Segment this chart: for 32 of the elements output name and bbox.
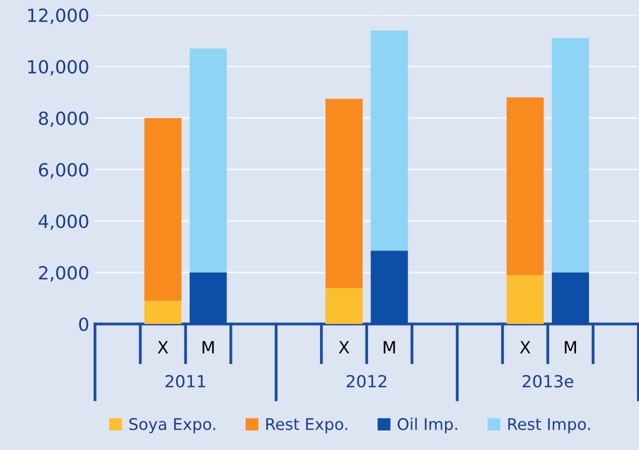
bar <box>190 272 227 324</box>
text: 2013e <box>522 374 574 388</box>
bar <box>144 300 182 324</box>
x-tick-label: M <box>384 341 395 354</box>
y-tick-label: 4,000 <box>38 214 88 230</box>
x-tick-label: X <box>158 341 168 354</box>
bar <box>506 97 544 276</box>
x-tick-label: X <box>338 341 350 354</box>
y-tick-label: 8,000 <box>38 111 88 127</box>
bar <box>552 272 590 324</box>
bar <box>552 38 590 272</box>
y-tick-label: 2,000 <box>39 266 88 282</box>
bar <box>325 288 363 324</box>
y-tick-label: 0 <box>79 317 88 332</box>
bar <box>325 98 363 288</box>
bar <box>144 118 182 301</box>
legend-label: Rest Expo. <box>266 418 348 434</box>
x-tick-label: X <box>520 341 530 354</box>
legend-label: Rest Impo. <box>508 418 590 434</box>
bar <box>506 275 544 324</box>
text: 2011 <box>166 374 206 388</box>
y-tick-label: 6,000 <box>39 162 88 178</box>
x-tick-label: M <box>564 341 576 354</box>
legend-label: Oil Imp. <box>398 418 458 434</box>
bar <box>370 30 408 251</box>
y-tick-label: 12,000 <box>28 8 88 24</box>
legend-label: Soya Expo. <box>129 418 216 434</box>
y-tick-label: 10,000 <box>28 60 88 76</box>
bar <box>190 48 227 272</box>
x-tick-label: M <box>202 341 214 354</box>
bar <box>370 250 408 324</box>
text: 2012 <box>346 374 386 388</box>
